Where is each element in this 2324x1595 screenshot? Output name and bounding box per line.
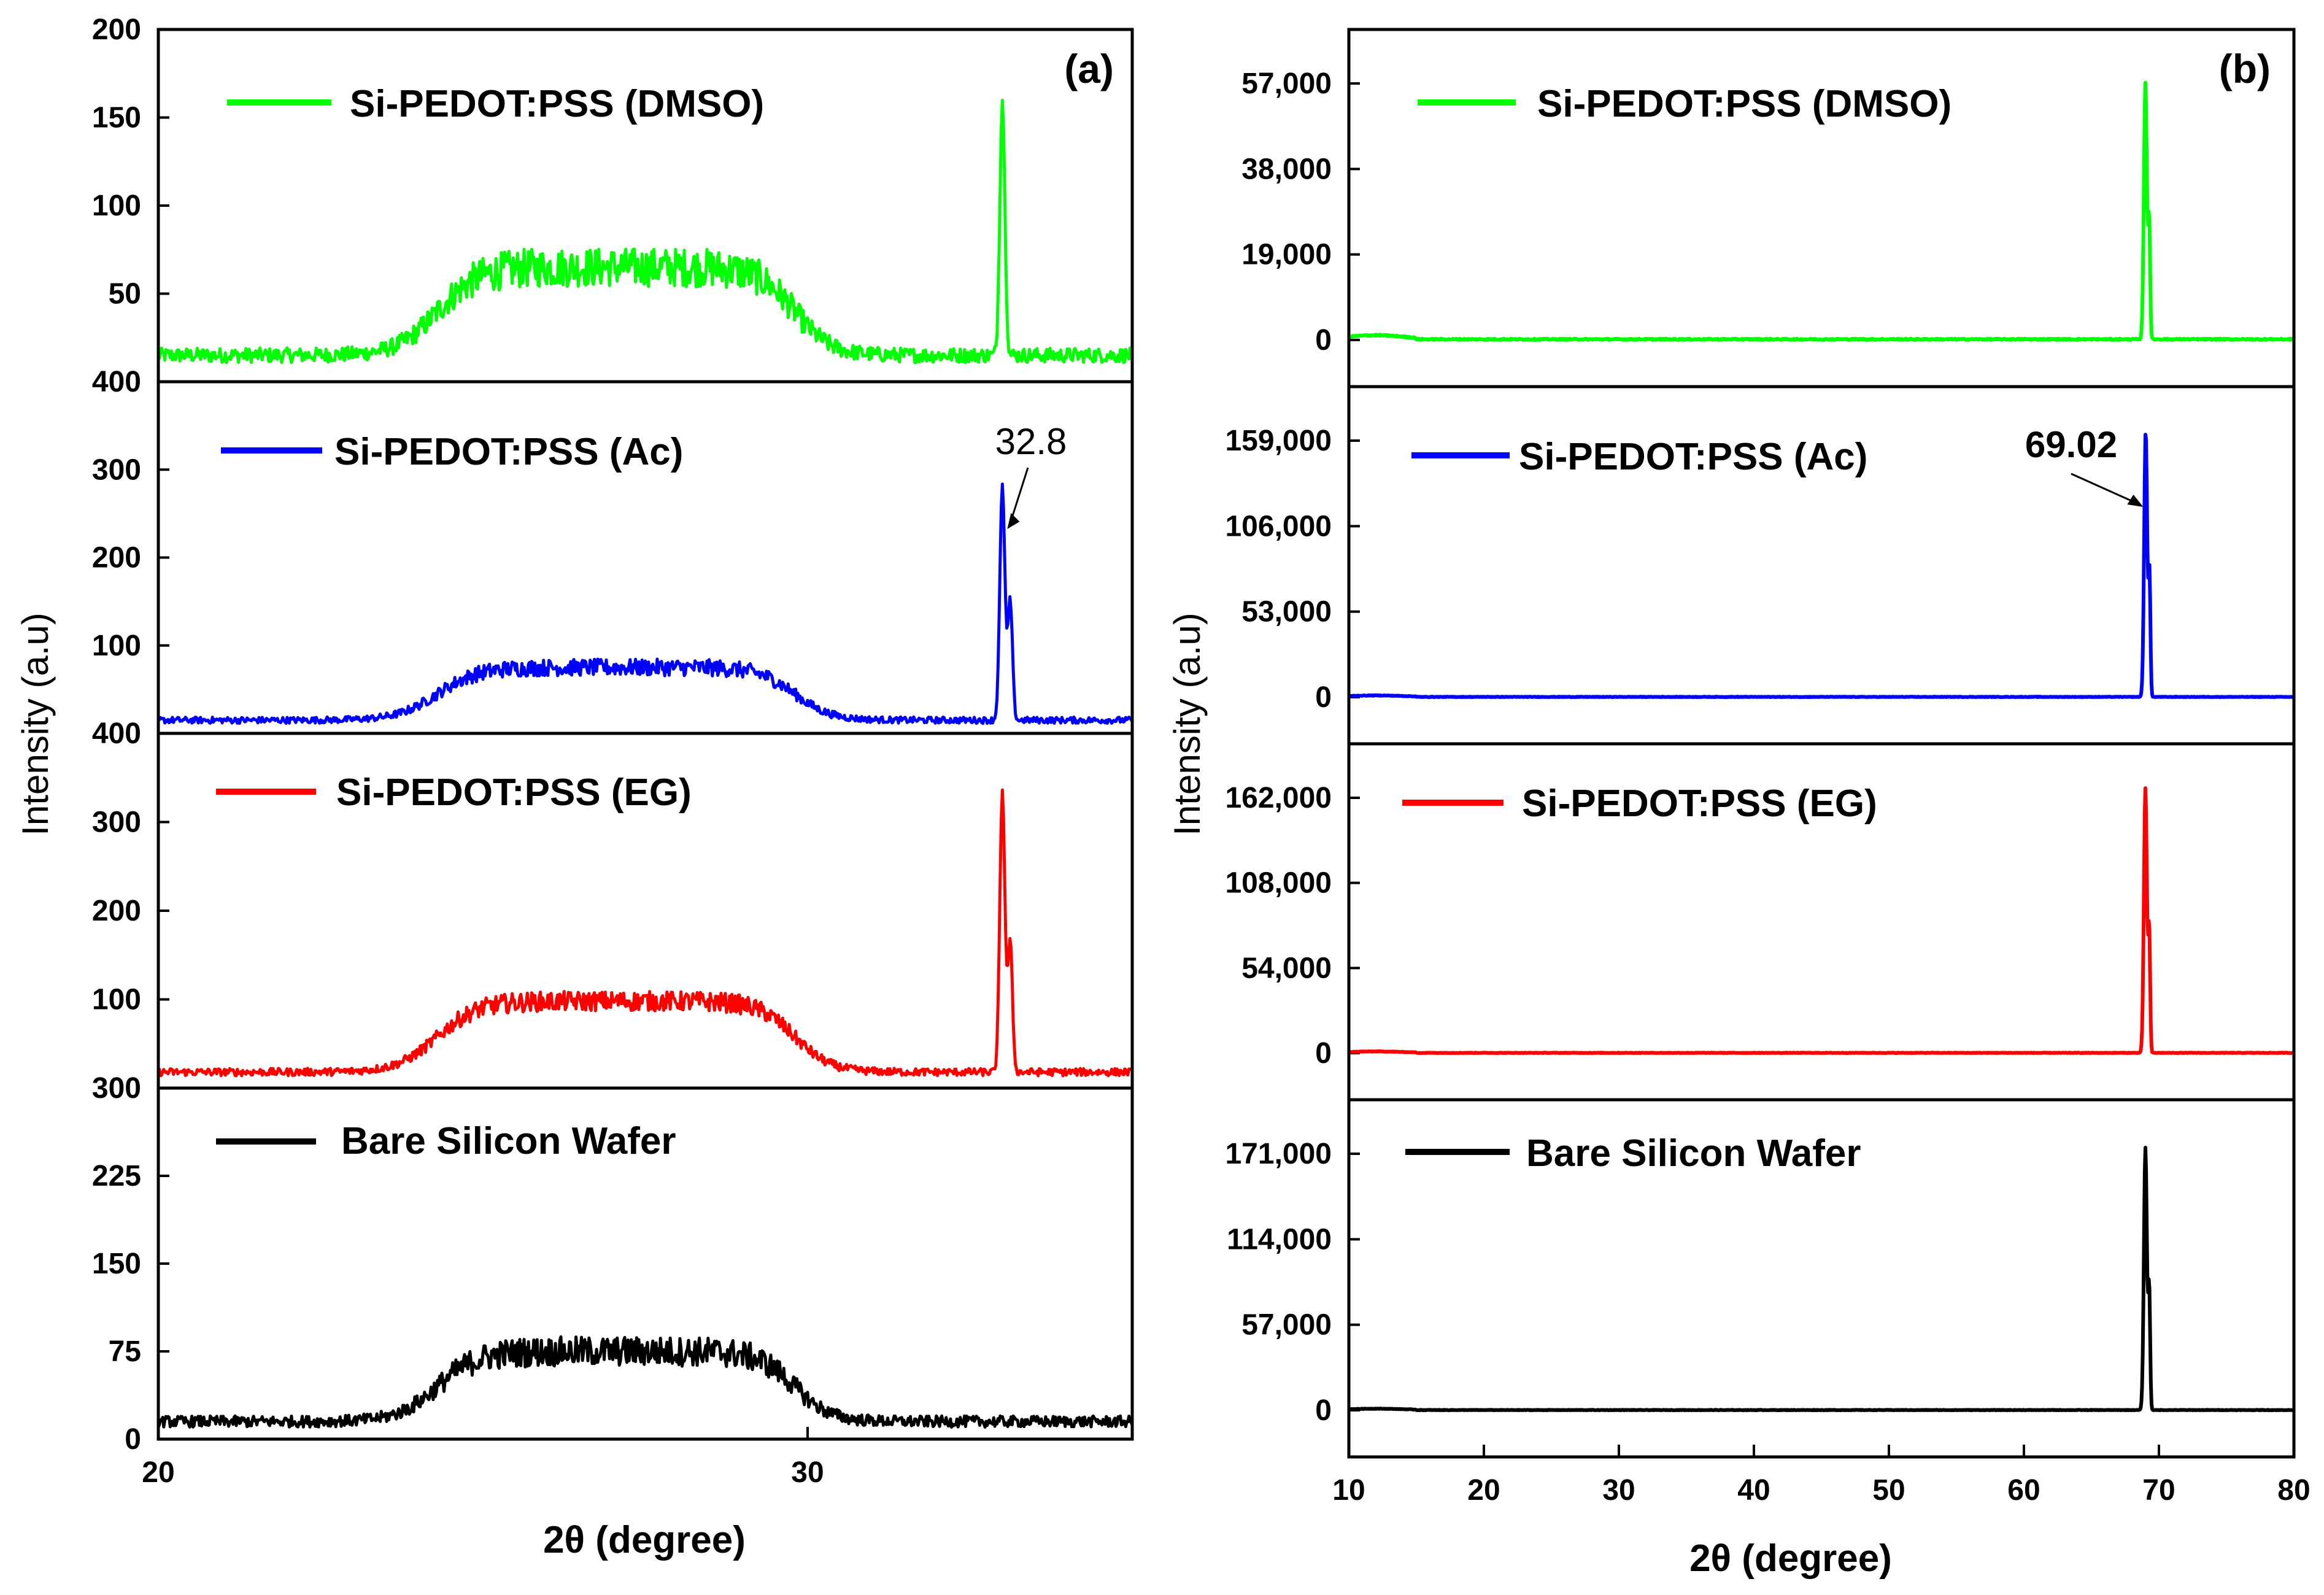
y-tick-label-b-1-3: 159,000 — [1225, 425, 1332, 457]
legend-a-dmso: Si-PEDOT:PSS (DMSO) — [350, 83, 764, 125]
y-tick-label-b-2-2: 108,000 — [1225, 867, 1332, 900]
x-tick-label-a-1: 30 — [791, 1456, 824, 1489]
y-tick-label-b-2-1: 54,000 — [1241, 952, 1332, 984]
panel-a: 2001501005040030020010040030020010030022… — [92, 14, 1134, 1489]
y-axis-title-a: Intensity (a.u) — [15, 612, 56, 836]
y-tick-label-b-0-2: 38,000 — [1241, 153, 1332, 185]
y-tick-label-b-0-1: 19,000 — [1241, 239, 1332, 271]
x-tick-label-a-0: 20 — [142, 1456, 174, 1489]
series-b-2 — [1348, 786, 2295, 1055]
x-tick-label-b-4: 50 — [1872, 1474, 1905, 1507]
y-axis-title-b: Intensity (a.u) — [1167, 612, 1208, 836]
x-tick-label-b-1: 20 — [1467, 1474, 1500, 1507]
y-tick-label-b-1-0: 0 — [1315, 681, 1332, 714]
y-tick-label-a-1-0: 400 — [92, 366, 141, 398]
y-tick-label-b-3-1: 57,000 — [1241, 1309, 1332, 1342]
y-tick-label-b-3-2: 114,000 — [1227, 1223, 1332, 1256]
x-axis-title-a: 2θ (degree) — [543, 1519, 746, 1561]
y-tick-label-a-3-0: 300 — [92, 1072, 141, 1105]
legend-b-ac: Si-PEDOT:PSS (Ac) — [1519, 436, 1867, 478]
y-tick-label-a-0-1: 150 — [92, 102, 141, 134]
y-tick-label-a-1-1: 300 — [92, 454, 141, 486]
series-a-3 — [156, 1335, 1134, 1429]
x-tick-label-b-7: 80 — [2277, 1474, 2310, 1507]
peak-arrow-b — [2071, 473, 2141, 506]
y-tick-label-a-2-1: 300 — [92, 806, 141, 839]
peak-annotation-a: 32.8 — [995, 421, 1067, 462]
y-tick-label-a-0-3: 50 — [109, 278, 141, 311]
y-tick-label-b-0-0: 0 — [1315, 324, 1332, 357]
peak-annotation-b: 69.02 — [2025, 424, 2117, 465]
y-tick-label-a-0-2: 100 — [92, 190, 141, 222]
legend-a-bare: Bare Silicon Wafer — [341, 1120, 676, 1162]
panel-a-frame — [156, 28, 1134, 1441]
y-tick-label-a-3-3: 75 — [109, 1335, 141, 1368]
legend-b-eg: Si-PEDOT:PSS (EG) — [1522, 782, 1877, 825]
panel-b: 0 19,000 38,000 57,000 0 53,000 106,000 159,000… — [1225, 28, 2310, 1507]
y-tick-label-b-2-3: 162,000 — [1225, 782, 1332, 814]
legend-b-dmso: Si-PEDOT:PSS (DMSO) — [1537, 83, 1951, 125]
y-tick-label-a-3-1: 225 — [92, 1160, 141, 1192]
x-tick-label-b-0: 10 — [1332, 1474, 1365, 1507]
y-tick-label-a-2-0: 400 — [92, 717, 141, 750]
series-b-1 — [1348, 433, 2295, 699]
legend-a-ac: Si-PEDOT:PSS (Ac) — [334, 431, 683, 473]
y-tick-label-a-1-3: 100 — [92, 630, 141, 662]
series-a-2 — [158, 788, 1133, 1078]
panel-b-label: (b) — [2219, 46, 2271, 91]
x-tick-label-b-3: 40 — [1737, 1474, 1770, 1507]
y-tick-label-b-3-0: 0 — [1315, 1394, 1332, 1427]
y-tick-label-a-2-2: 200 — [92, 895, 141, 927]
legend-a-eg: Si-PEDOT:PSS (EG) — [336, 771, 692, 814]
y-tick-label-a-0-0: 200 — [92, 14, 141, 46]
series-a-1 — [156, 482, 1134, 725]
x-axis-title-b: 2θ (degree) — [1689, 1537, 1892, 1580]
peak-arrowhead-a — [1007, 513, 1020, 529]
y-tick-label-b-0-3: 57,000 — [1241, 68, 1332, 100]
legend-b-bare: Bare Silicon Wafer — [1526, 1132, 1861, 1175]
series-b-0 — [1348, 80, 2295, 342]
series-b-3 — [1348, 1146, 2295, 1412]
y-tick-label-b-2-0: 0 — [1315, 1037, 1332, 1070]
peak-arrowhead-b — [2127, 495, 2144, 507]
y-tick-label-b-1-1: 53,000 — [1241, 596, 1332, 628]
y-tick-label-a-2-3: 100 — [92, 984, 141, 1016]
x-tick-label-b-2: 30 — [1602, 1474, 1635, 1507]
panel-b-frame — [1347, 28, 2296, 1459]
series-a-0 — [156, 99, 1134, 365]
x-tick-label-b-6: 70 — [2142, 1474, 2175, 1507]
panel-a-label: (a) — [1064, 46, 1114, 91]
y-tick-label-b-3-3: 171,000 — [1225, 1138, 1332, 1170]
y-tick-label-b-1-2: 106,000 — [1225, 510, 1332, 543]
y-tick-label-a-1-2: 200 — [92, 542, 141, 574]
x-tick-label-b-5: 60 — [2007, 1474, 2040, 1507]
y-tick-label-a-3-2: 150 — [92, 1248, 141, 1280]
y-tick-label-a-3-4: 0 — [125, 1423, 141, 1456]
